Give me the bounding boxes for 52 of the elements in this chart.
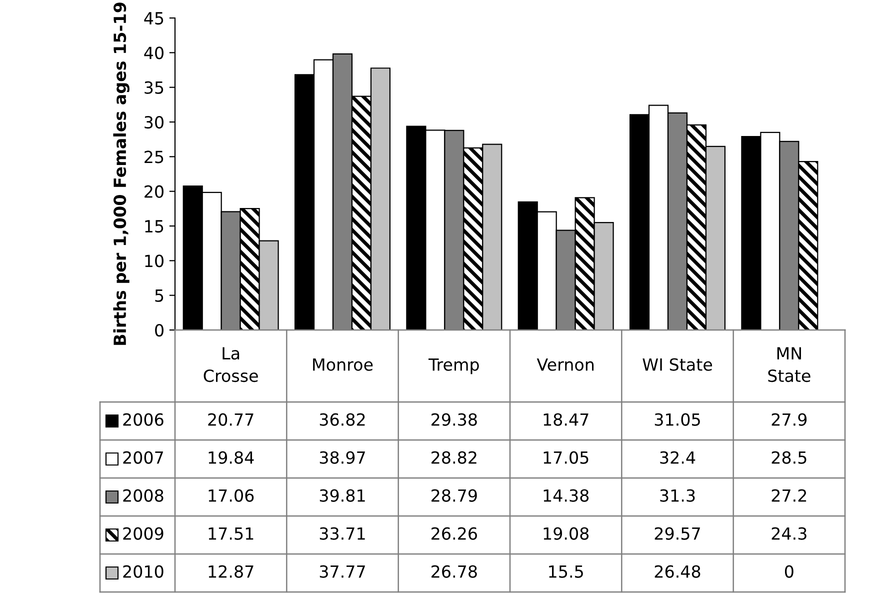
data-label: 17.05 <box>544 451 588 464</box>
y-tick-label: 45 <box>144 12 164 25</box>
data-label: 28.82 <box>432 451 476 464</box>
y-tick-label: 0 <box>155 324 164 337</box>
y-tick-label: 30 <box>144 116 164 129</box>
data-label: 33.71 <box>320 527 365 540</box>
data-label: 20.77 <box>208 413 254 426</box>
legend-label: 2010 <box>123 565 164 578</box>
y-axis-title: Births per 1,000 Females ages 15-19 <box>113 2 130 345</box>
data-label: 26.78 <box>432 565 477 578</box>
x-tick-label: Vernon <box>536 358 594 371</box>
data-label: 37.77 <box>320 565 365 578</box>
data-label: 29.57 <box>654 527 700 540</box>
x-tick-label: Tremp <box>428 358 479 374</box>
data-label: 28.5 <box>772 451 806 464</box>
y-tick-label: 5 <box>155 290 164 302</box>
data-label: 27.9 <box>772 413 807 426</box>
data-label: 28.79 <box>432 489 477 502</box>
legend-label: 2007 <box>123 451 163 464</box>
data-label: 12.87 <box>208 565 254 578</box>
data-label: 39.81 <box>320 489 365 502</box>
data-label: 17.06 <box>208 489 254 502</box>
data-label: 31.3 <box>660 489 695 502</box>
x-tick-label: WI State <box>642 358 712 371</box>
x-tick-label: MN State <box>768 347 810 382</box>
data-label: 31.05 <box>654 413 700 426</box>
data-label: 14.38 <box>544 489 589 502</box>
y-tick-label: 20 <box>144 185 164 198</box>
data-label: 27.2 <box>772 489 806 502</box>
data-label: 24.3 <box>772 527 806 540</box>
y-tick-label: 25 <box>144 150 164 164</box>
data-label: 17.51 <box>208 527 254 540</box>
legend-label: 2006 <box>123 413 164 426</box>
data-label: 32.4 <box>660 451 696 464</box>
data-label: 38.97 <box>320 451 365 464</box>
y-tick-label: 15 <box>145 220 164 233</box>
data-label: 18.47 <box>544 413 588 426</box>
y-tick-label: 35 <box>144 81 164 94</box>
x-tick-label: La Crosse <box>204 347 258 382</box>
legend-label: 2009 <box>123 527 164 540</box>
legend-label: 2008 <box>123 489 164 502</box>
data-label: 26.48 <box>654 565 700 578</box>
y-tick-label: 10 <box>145 254 164 268</box>
data-label: 19.84 <box>208 451 254 464</box>
data-label: 19.08 <box>544 527 589 540</box>
data-label: 36.82 <box>320 413 365 426</box>
y-tick-label: 40 <box>144 46 164 60</box>
data-label: 0 <box>784 565 794 578</box>
data-label: 26.26 <box>432 527 477 540</box>
x-tick-label: Monroe <box>313 358 373 371</box>
data-label: 15.5 <box>549 565 583 578</box>
data-label: 29.38 <box>432 413 477 426</box>
